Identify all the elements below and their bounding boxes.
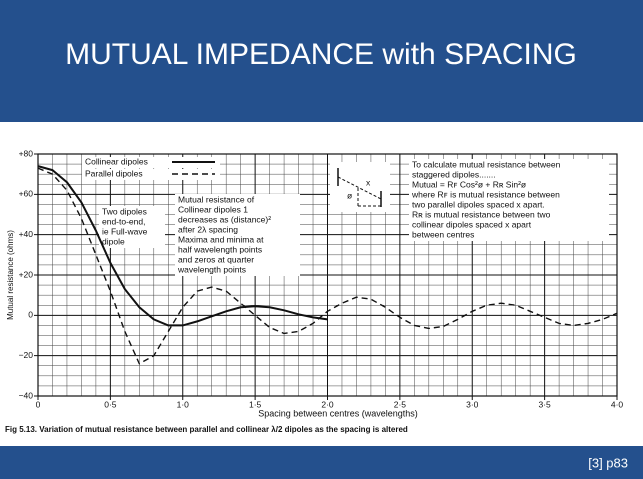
series-line [37, 165, 328, 327]
plot-frame [37, 153, 618, 397]
footer-band [0, 446, 643, 479]
x-axis-label: Spacing between centres (wavelengths) [258, 408, 418, 418]
x-tick-label: 0·5 [104, 399, 117, 409]
legend-bg [82, 169, 220, 180]
annotation: half wavelength points [178, 244, 262, 254]
annotation: Maxima and minima at [178, 234, 264, 244]
annotation: between centres [412, 229, 474, 239]
y-tick-label: +20 [19, 269, 34, 279]
annotation: Rʀ is mutual resistance between two [412, 209, 551, 219]
annotation: end-to-end, [102, 216, 145, 226]
diagram-label: ø [347, 190, 352, 200]
annotation: wavelength points [177, 264, 246, 274]
x-tick-label: 4·0 [611, 399, 624, 409]
slide-title: MUTUAL IMPEDANCE with SPACING [65, 38, 577, 71]
annotation: Collinear dipoles 1 [178, 204, 248, 214]
caption: Fig 5.13. Variation of mutual resistance… [5, 425, 408, 434]
legend-bg [82, 157, 220, 168]
annotation-box [175, 194, 300, 276]
annotation: Mutual = Rꜰ Cos²ø + Rʀ Sin²ø [412, 179, 526, 189]
y-tick-label: +60 [19, 189, 34, 199]
spacing-line [337, 176, 382, 200]
series-line [37, 167, 618, 365]
annotation: To calculate mutual resistance between [412, 159, 561, 169]
y-tick-label: −40 [19, 390, 34, 400]
annotation: Mutual resistance of [178, 194, 255, 204]
annotation: and zeros at quarter [178, 254, 254, 264]
y-tick-label: +40 [19, 229, 34, 239]
y-tick-label: −20 [19, 350, 34, 360]
annotation: Two dipoles [102, 206, 147, 216]
x-tick-label: 3·0 [466, 399, 479, 409]
legend-label: Collinear dipoles [85, 156, 148, 166]
annotation: where Rꜰ is mutual resistance between [411, 189, 560, 199]
annotation: staggered dipoles....... [412, 169, 496, 179]
diagram-box [330, 162, 390, 212]
x-tick-label: 1·5 [249, 399, 262, 409]
stagger-diagram: x ø [337, 168, 382, 207]
annotation-box [409, 159, 609, 241]
source: [3] p83 [588, 455, 628, 470]
x-tick-label: 2·5 [394, 399, 407, 409]
header-band [0, 0, 643, 122]
y-tick-label: +80 [19, 148, 34, 158]
legend-label: Parallel dipoles [85, 168, 143, 178]
x-tick-label: 0 [36, 399, 41, 409]
annotation: ie Full-wave [102, 226, 148, 236]
x-tick-label: 2·0 [321, 399, 334, 409]
y-axis-label: Mutual resistance (ohms) [6, 230, 15, 320]
annotation-box [99, 206, 165, 248]
y-tick-label: 0 [28, 310, 33, 320]
annotation: after 2λ spacing [178, 224, 238, 234]
x-tick-label: 3·5 [538, 399, 551, 409]
x-tick-label: 1·0 [177, 399, 190, 409]
annotation: dipole [102, 236, 125, 246]
annotation: collinear dipoles spaced x apart [412, 219, 532, 229]
annotation: decreases as (distance)² [178, 214, 271, 224]
annotation: two parallel dipoles spaced x apart. [412, 199, 545, 209]
diagram-label: x [366, 177, 371, 187]
